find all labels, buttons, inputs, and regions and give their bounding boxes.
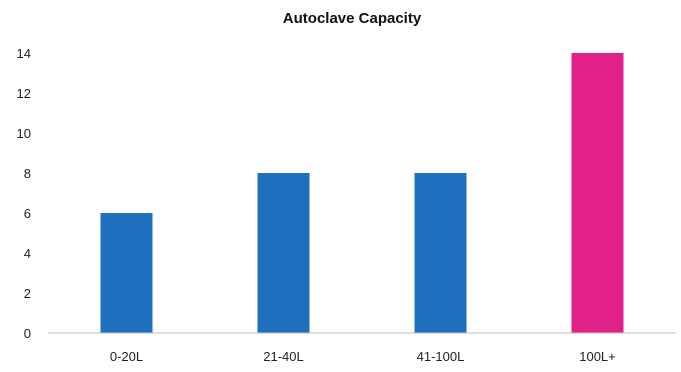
bars [100, 53, 624, 333]
x-tick-label: 21-40L [263, 349, 303, 364]
x-axis-ticks: 0-20L 21-40L 41-100L 100L+ [110, 349, 616, 364]
y-tick-label: 0 [24, 326, 31, 341]
x-tick-label: 0-20L [110, 349, 143, 364]
x-tick-label: 100L+ [579, 349, 616, 364]
y-tick-label: 10 [17, 126, 31, 141]
y-tick-label: 6 [24, 206, 31, 221]
y-tick-label: 14 [17, 46, 31, 61]
bar [571, 53, 624, 333]
bar [414, 173, 467, 333]
y-tick-label: 8 [24, 166, 31, 181]
bar [257, 173, 310, 333]
chart-title: Autoclave Capacity [283, 10, 422, 27]
y-axis-ticks: 0 2 4 6 8 10 12 14 [17, 46, 31, 341]
y-tick-label: 12 [17, 86, 31, 101]
bar [100, 213, 153, 333]
y-tick-label: 2 [24, 286, 31, 301]
y-tick-label: 4 [24, 246, 31, 261]
x-tick-label: 41-100L [417, 349, 465, 364]
